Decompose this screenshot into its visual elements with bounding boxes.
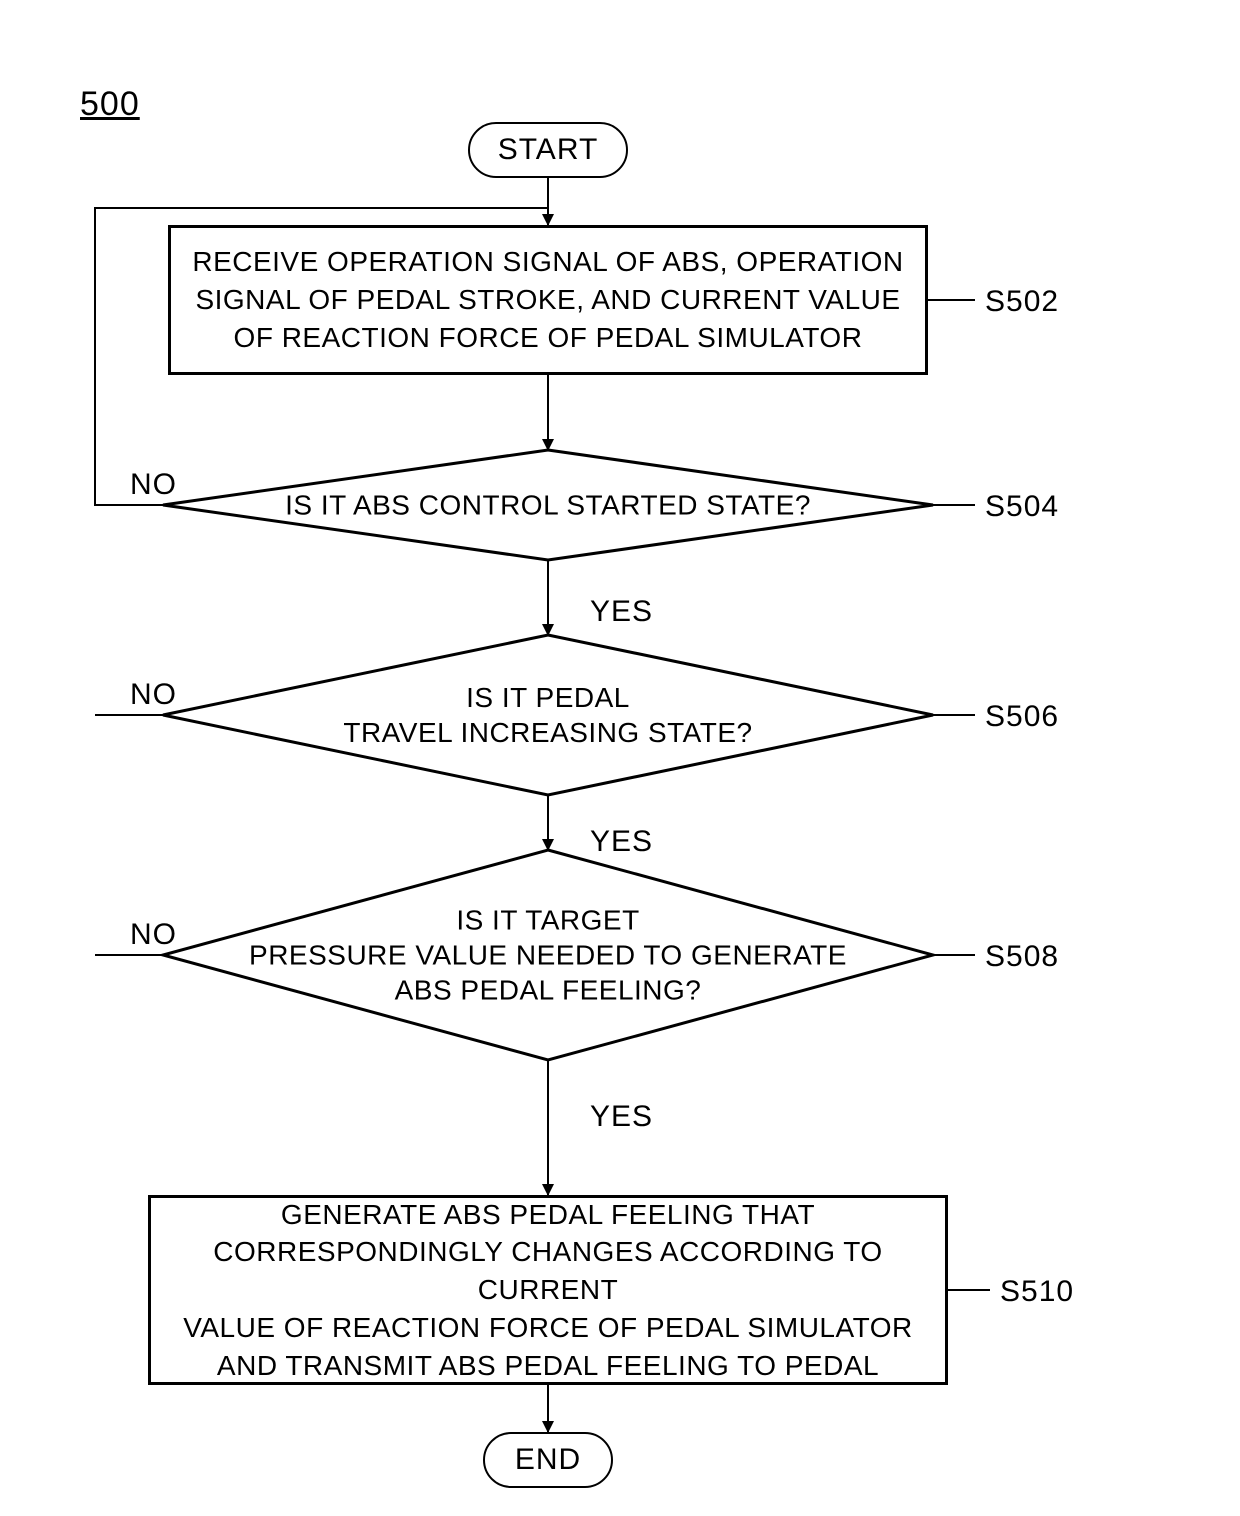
no-label: NO: [130, 678, 177, 712]
decision-s504-text: IS IT ABS CONTROL STARTED STATE?: [202, 488, 895, 523]
decision-s508: IS IT TARGET PRESSURE VALUE NEEDED TO GE…: [163, 850, 933, 1060]
step-label-s504: S504: [985, 490, 1059, 524]
decision-s506-text: IS IT PEDAL TRAVEL INCREASING STATE?: [202, 680, 895, 750]
step-label-s508: S508: [985, 940, 1059, 974]
decision-s508-text: IS IT TARGET PRESSURE VALUE NEEDED TO GE…: [202, 903, 895, 1008]
yes-label: YES: [590, 595, 653, 629]
no-label: NO: [130, 918, 177, 952]
process-s502: RECEIVE OPERATION SIGNAL OF ABS, OPERATI…: [168, 225, 928, 375]
process-s502-text: RECEIVE OPERATION SIGNAL OF ABS, OPERATI…: [192, 243, 903, 356]
process-s510-text: GENERATE ABS PEDAL FEELING THAT CORRESPO…: [161, 1196, 935, 1385]
start-label: START: [498, 133, 599, 167]
flowchart-canvas: 500 START END RECEIVE OPERATION SIGNAL O…: [0, 0, 1240, 1516]
step-label-s510: S510: [1000, 1275, 1074, 1309]
end-terminal: END: [483, 1432, 613, 1488]
process-s510: GENERATE ABS PEDAL FEELING THAT CORRESPO…: [148, 1195, 948, 1385]
decision-s504: IS IT ABS CONTROL STARTED STATE?: [163, 450, 933, 560]
yes-label: YES: [590, 825, 653, 859]
step-label-s502: S502: [985, 285, 1059, 319]
yes-label: YES: [590, 1100, 653, 1134]
start-terminal: START: [468, 122, 628, 178]
no-label: NO: [130, 468, 177, 502]
decision-s506: IS IT PEDAL TRAVEL INCREASING STATE?: [163, 635, 933, 795]
end-label: END: [515, 1443, 581, 1477]
step-label-s506: S506: [985, 700, 1059, 734]
